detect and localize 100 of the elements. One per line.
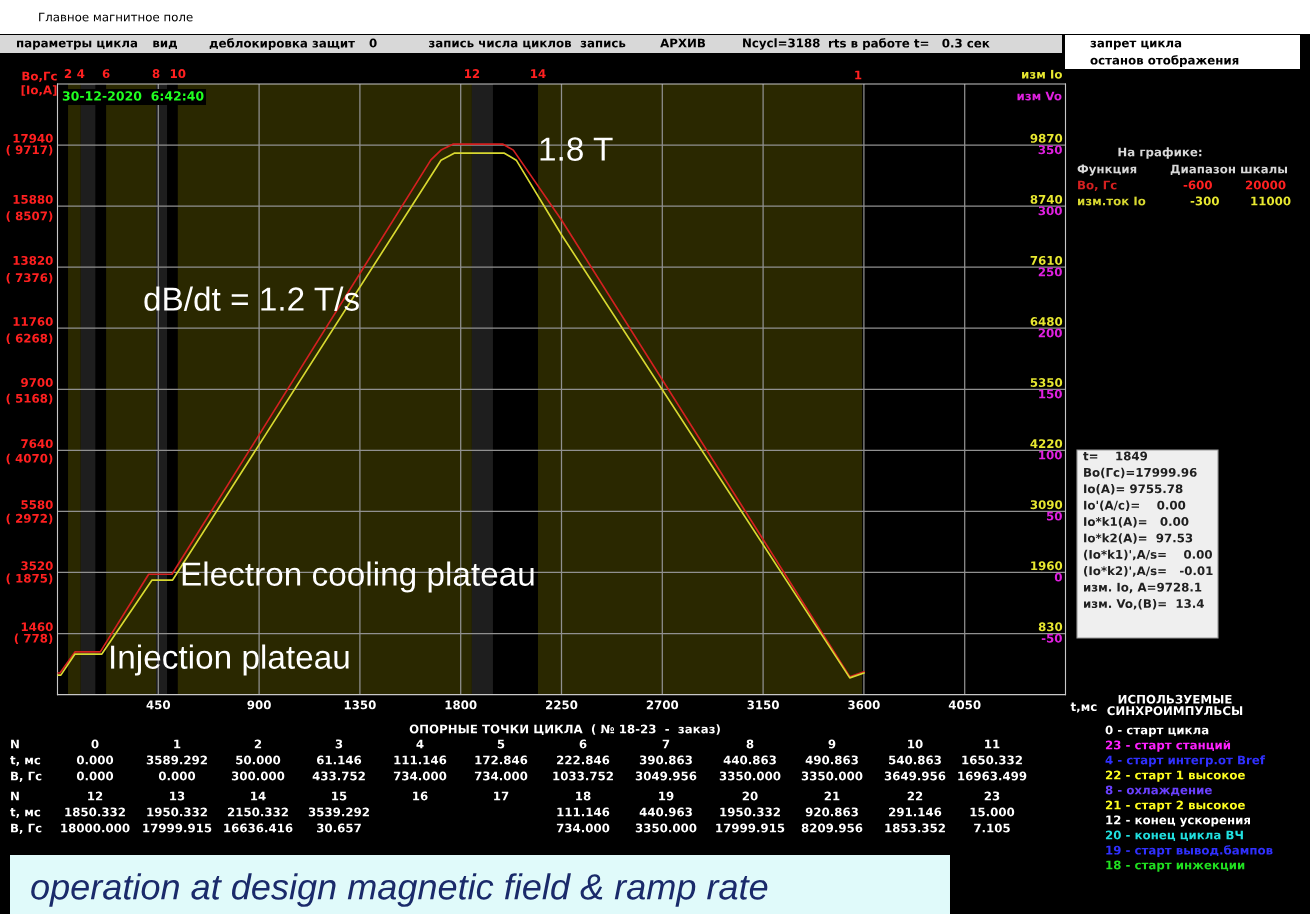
text: 222.846: [557, 755, 610, 765]
text: 8209.956: [801, 823, 863, 833]
text: 50.000: [236, 755, 281, 765]
text: 17: [494, 791, 509, 801]
y3-tick-label: ( 5168): [6, 393, 53, 405]
text: operation at design magnetic field & ramp rate: [31, 873, 768, 907]
text: 0 - старт цикла: [1105, 725, 1209, 737]
text: Ncycl=3188: [743, 38, 820, 50]
text: 10: [908, 739, 923, 749]
text: 20000: [1245, 180, 1286, 190]
text: 734.000: [474, 771, 528, 781]
text: N: [11, 739, 19, 749]
text: 440.963: [639, 807, 692, 817]
y2-tick-label: 830: [1038, 622, 1063, 632]
text: 1: [174, 739, 181, 749]
text: 433.752: [312, 771, 365, 781]
x-tick-label: 3600: [848, 700, 880, 710]
x-tick-label: 900: [247, 700, 271, 710]
y2-tick-label: 5350: [1030, 378, 1063, 388]
band-label: 14: [531, 69, 546, 78]
text: изм. Io, A=9728.1: [1083, 582, 1202, 594]
text: ИСПОЛЬЗУЕМЫЕ СИНХРОИМПУЛЬСЫ: [1107, 694, 1243, 716]
text: 3649.956: [884, 771, 946, 781]
text: 11: [985, 739, 1000, 749]
text: Bo, Гс: [1078, 180, 1117, 191]
annotation: 250: [1038, 267, 1062, 277]
text: 734.000: [556, 823, 610, 833]
y2-tick-label: 7610: [1030, 255, 1063, 265]
text: изм.ток Io: [1077, 196, 1146, 206]
text: 172.846: [475, 755, 528, 765]
text: запрет цикла: [1090, 40, 1182, 50]
text: изм. Vo,(B)= 13.4: [1083, 598, 1204, 610]
band-label: 12: [465, 69, 480, 78]
text: 19: [659, 791, 674, 801]
text: 20 - конец цикла ВЧ: [1105, 830, 1243, 841]
annotation: 200: [1038, 328, 1062, 338]
text: 16: [413, 791, 428, 801]
text: 12 - конец ускорения: [1106, 815, 1250, 827]
annotation: изм Vo: [1017, 91, 1062, 101]
band-label: 10: [170, 69, 186, 79]
text: Io(A)= 9755.78: [1084, 484, 1183, 495]
annotation: 100: [1039, 450, 1062, 460]
text: 7: [662, 739, 670, 749]
text: 18 - старт инжекции: [1106, 860, 1245, 872]
y2-tick-label: 9870: [1030, 133, 1063, 143]
text: параметры цикла: [17, 40, 138, 50]
y-tick-label: 9700: [21, 378, 53, 388]
y3-tick-label: ( 2972): [6, 513, 53, 525]
band-label: 2: [64, 69, 72, 78]
text: 8: [746, 739, 754, 749]
text: ОПОРНЫЕ ТОЧКИ ЦИКЛА ( № 18-23 - заказ): [409, 724, 720, 736]
text: Диапазон шкалы: [1170, 164, 1287, 176]
x-tick-label: 2700: [646, 700, 679, 710]
text: 0.000: [76, 755, 114, 765]
y2-tick-label: 4220: [1030, 439, 1063, 449]
text: 23 - старт станций: [1105, 740, 1231, 752]
text: Bo(Гс)=17999.96: [1084, 467, 1197, 479]
text: 4 - старт интегр.от Bref: [1105, 755, 1266, 767]
text: 61.146: [316, 755, 362, 765]
text: 2: [254, 739, 262, 749]
x-tick-label: 3150: [747, 700, 779, 710]
x-tick-label: 1350: [344, 700, 376, 710]
text: 16636.416: [224, 823, 293, 833]
x-tick-label: 2250: [546, 700, 578, 710]
text: 3539.292: [308, 807, 369, 817]
band-label: 8: [152, 69, 160, 79]
text: 1650.332: [962, 755, 1022, 765]
text: 2150.332: [227, 807, 288, 817]
y-tick-label: 17940: [13, 133, 53, 143]
text: 300.000: [231, 771, 285, 781]
text: Io*k2(A)= 97.53: [1084, 533, 1193, 544]
annotation: 50: [1046, 511, 1062, 521]
annotation: 30-12-2020 6:42:40: [62, 91, 204, 101]
text: 22: [907, 791, 923, 801]
text: 3350.000: [719, 771, 781, 781]
text: 6: [579, 739, 587, 749]
text: 0: [369, 38, 377, 48]
annotation: Injection plateau: [111, 644, 349, 676]
y-tick-label: 3520: [21, 561, 53, 571]
y3-tick-label: ( 6268): [6, 333, 53, 345]
text: 920.863: [805, 807, 858, 817]
text: запись: [580, 40, 626, 48]
y3-tick-label: ( 7376): [6, 272, 53, 284]
text: N: [11, 791, 19, 801]
y3-tick-label: ( 8507): [6, 211, 53, 222]
text: 16963.499: [958, 771, 1027, 781]
text: (Io*k1)',A/s= 0.00: [1084, 549, 1212, 561]
y2-axis-title: изм Io: [1022, 69, 1062, 79]
text: деблокировка защит: [209, 38, 355, 50]
text: 17999.915: [143, 823, 212, 833]
text: 18: [576, 791, 591, 801]
x-tick-label: 450: [146, 700, 171, 710]
text: 540.863: [889, 755, 941, 765]
text: 291.146: [889, 807, 942, 817]
y3-tick-label: ( 778): [14, 633, 53, 645]
text: 111.146: [394, 755, 447, 765]
text: Функция: [1077, 164, 1137, 176]
text: останов отображения: [1090, 55, 1239, 67]
y3-tick-label: ( 4070): [6, 453, 53, 465]
annotation: 300: [1038, 206, 1062, 216]
